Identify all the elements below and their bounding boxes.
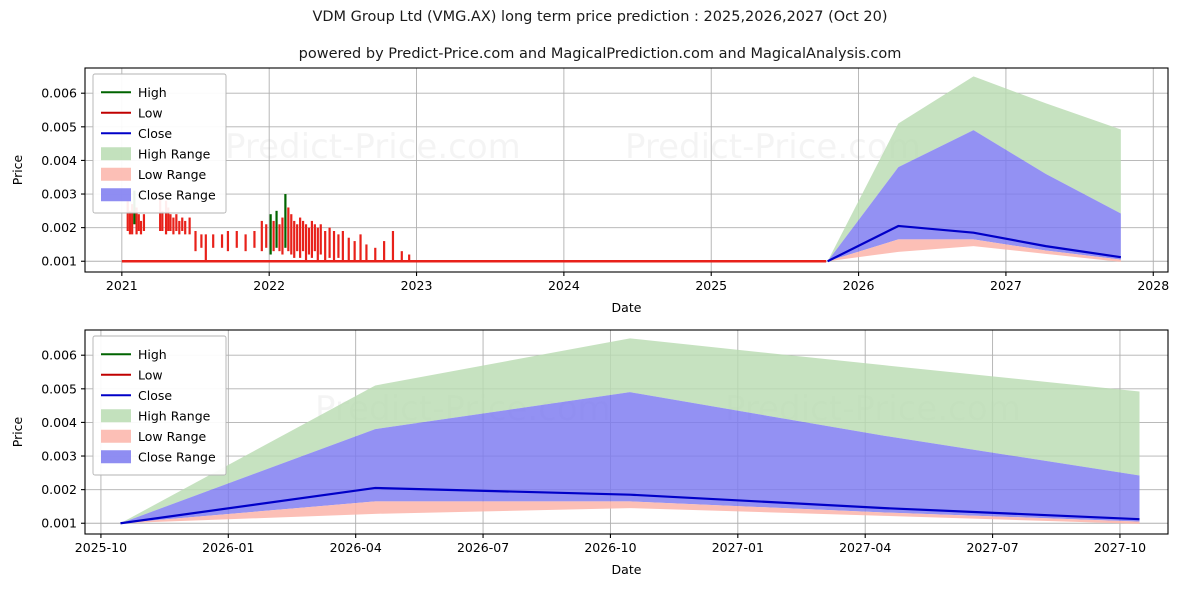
data-layer [120, 338, 1140, 525]
axes: 0.001 0.002 0.003 0.004 0.005 0.006 2025-10 202… [41, 348, 1146, 555]
legend-band-swatch [101, 167, 131, 181]
x-tick-label: 2027-04 [839, 540, 891, 555]
legend-band-swatch [101, 147, 131, 161]
legend-band-swatch [101, 450, 131, 464]
x-tick-label: 2024 [548, 278, 580, 293]
legend-item-label: Close [138, 388, 172, 403]
x-axis-label: Date [612, 562, 642, 577]
chart-legend: High Low Close High Range Low Range Close Ran… [92, 73, 227, 214]
x-tick-label: 2027 [990, 278, 1022, 293]
x-tick-label: 2025 [695, 278, 727, 293]
x-axis-label: Date [612, 300, 642, 315]
legend-item-label: Low Range [138, 167, 207, 182]
legend-item-low: Low [101, 105, 163, 120]
legend-band-swatch [101, 409, 131, 423]
page-subtitle: powered by Predict-Price.com and Magical… [298, 46, 902, 62]
close-range-band [827, 130, 1121, 262]
forecast-detail-chart: Predict-Price.comPredict-Price.com0.0010… [10, 329, 1169, 577]
legend-item-label: Low [138, 367, 163, 382]
legend-item-high: High [101, 85, 167, 100]
legend-item-high: High [101, 347, 167, 362]
legend-band-swatch [101, 429, 131, 443]
x-tick-label: 2022 [253, 278, 285, 293]
y-tick-label: 0.004 [41, 153, 77, 168]
high-range-band [120, 338, 1140, 524]
close-range-band [120, 392, 1140, 524]
low-range-band [120, 501, 1140, 524]
close-line [120, 486, 1140, 525]
plot-frame [84, 329, 1169, 535]
legend-item-low-range: Low Range [101, 167, 207, 182]
legend-item-label: Close Range [138, 449, 216, 464]
y-tick-label: 0.003 [41, 187, 77, 202]
close-line [827, 224, 1122, 263]
x-tick-label: 2025-10 [75, 540, 127, 555]
legend-item-close-range: Close Range [101, 187, 216, 202]
low-range-band [827, 239, 1121, 262]
x-tick-label: 2026-01 [202, 540, 254, 555]
axes: 0.001 0.002 0.003 0.004 0.005 0.006 2021 2022 20… [41, 86, 1169, 293]
legend-item-label: High Range [138, 146, 211, 161]
y-tick-label: 0.003 [41, 449, 77, 464]
legend-item-label: High Range [138, 408, 211, 423]
overview-chart: Predict-Price.com Predict-Price.com0.0010… [10, 67, 1169, 315]
legend-item-low: Low [101, 367, 163, 382]
legend-item-label: High [138, 85, 167, 100]
legend-item-close: Close [101, 126, 172, 141]
x-tick-label: 2027-07 [966, 540, 1018, 555]
plot-frame [84, 67, 1169, 273]
history-bars [121, 190, 827, 263]
x-tick-label: 2027-01 [712, 540, 764, 555]
y-tick-label: 0.006 [41, 348, 77, 363]
legend-item-high-range: High Range [101, 408, 211, 423]
y-tick-label: 0.005 [41, 119, 77, 134]
page-title: VDM Group Ltd (VMG.AX) long term price p… [312, 9, 888, 25]
x-tick-label: 2023 [401, 278, 433, 293]
y-tick-label: 0.002 [41, 220, 77, 235]
x-tick-label: 2026 [843, 278, 875, 293]
legend-item-close: Close [101, 388, 172, 403]
y-tick-label: 0.004 [41, 415, 77, 430]
legend-item-label: Close Range [138, 187, 216, 202]
legend-item-high-range: High Range [101, 146, 211, 161]
x-tick-label: 2026-04 [330, 540, 382, 555]
y-tick-label: 0.002 [41, 482, 77, 497]
legend-band-swatch [101, 188, 131, 202]
x-tick-label: 2021 [106, 278, 138, 293]
x-tick-label: 2026-10 [584, 540, 636, 555]
legend-item-low-range: Low Range [101, 429, 207, 444]
legend-item-label: Low Range [138, 429, 207, 444]
legend-item-label: High [138, 347, 167, 362]
x-tick-label: 2027-10 [1094, 540, 1146, 555]
y-tick-label: 0.006 [41, 86, 77, 101]
high-range-band [827, 76, 1121, 262]
x-tick-label: 2028 [1137, 278, 1169, 293]
legend-item-label: Close [138, 126, 172, 141]
legend-item-close-range: Close Range [101, 449, 216, 464]
y-axis-label: Price [10, 154, 25, 185]
data-layer [121, 76, 1122, 263]
chart-legend: High Low Close High Range Low Range Close Ran… [92, 335, 227, 476]
y-axis-label: Price [10, 416, 25, 447]
y-tick-label: 0.001 [41, 516, 77, 531]
y-tick-label: 0.005 [41, 381, 77, 396]
x-tick-label: 2026-07 [457, 540, 509, 555]
legend-item-label: Low [138, 105, 163, 120]
y-tick-label: 0.001 [41, 254, 77, 269]
